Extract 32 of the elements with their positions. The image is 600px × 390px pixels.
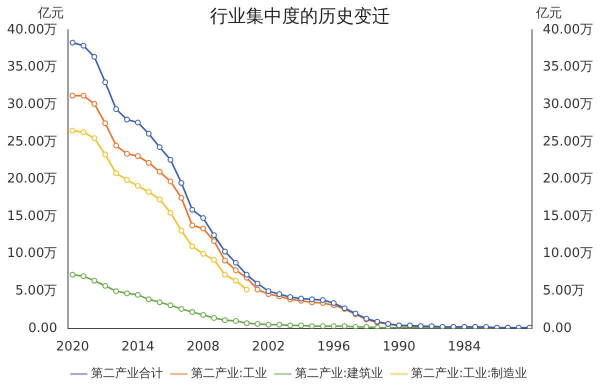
y2-tick-label: 40.00万	[542, 22, 593, 38]
y-tick-label: 40.00万	[7, 22, 58, 38]
y-tick-label: 35.00万	[7, 60, 58, 75]
y-tick-label: 25.00万	[7, 134, 58, 150]
y-tick-label: 0.00	[28, 320, 58, 336]
y-tick-label: 5.00万	[15, 283, 58, 298]
y-tick-label: 30.00万	[7, 96, 58, 112]
y2-tick-label: 25.00万	[542, 134, 593, 150]
x-tick-label: 2020	[56, 340, 90, 355]
y2-tick-label: 10.00万	[542, 246, 593, 262]
y-tick-label: 10.00万	[7, 246, 58, 262]
x-tick-label: 1996	[317, 340, 350, 355]
y-axis-title: 亿元	[37, 6, 64, 21]
x-tick-label: 2008	[186, 340, 220, 355]
legend-label: 第二产业合计	[90, 366, 163, 380]
y2-tick-label: 30.00万	[542, 96, 593, 112]
x-tick-label: 2002	[252, 340, 285, 355]
x-tick-label: 1984	[448, 340, 481, 355]
y2-tick-label: 15.00万	[542, 208, 593, 224]
y2-tick-label: 0.00	[542, 320, 572, 336]
chart-title: 行业集中度的历史变迁	[210, 6, 390, 27]
y2-tick-label: 35.00万	[542, 60, 593, 75]
x-tick-label: 2014	[121, 340, 154, 355]
legend-label: 第二产业:工业:制造业	[411, 366, 528, 380]
y-tick-label: 20.00万	[7, 172, 58, 187]
y2-tick-label: 5.00万	[542, 283, 585, 298]
y2-axis-title: 亿元	[534, 6, 562, 21]
legend-label: 第二产业:建筑业	[294, 366, 384, 380]
x-tick-label: 1990	[382, 340, 416, 355]
y2-tick-label: 20.00万	[542, 172, 593, 187]
legend-label: 第二产业:工业	[190, 366, 267, 380]
y-tick-label: 15.00万	[7, 208, 58, 224]
